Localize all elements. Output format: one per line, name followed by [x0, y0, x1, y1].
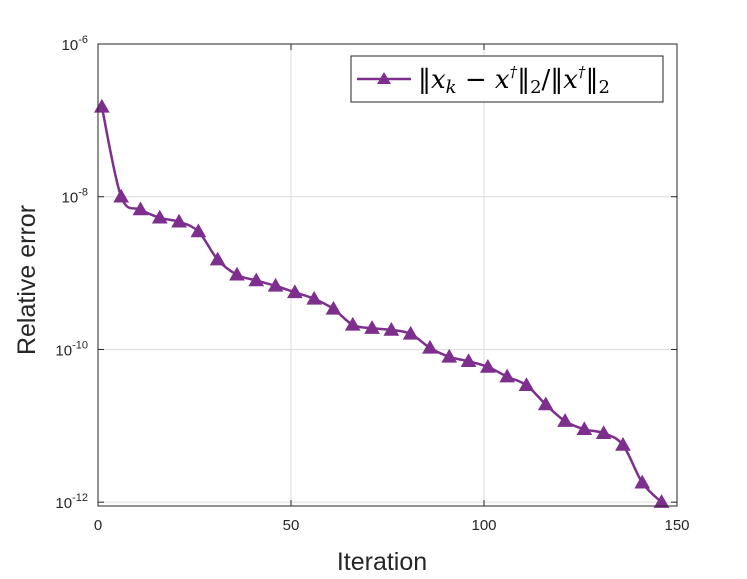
data-point-triangle: [383, 321, 400, 336]
data-point-triangle: [499, 368, 516, 383]
legend-label: ‖xk − x†‖2/‖x†‖2: [418, 63, 610, 98]
data-point-triangle: [248, 272, 265, 287]
y-axis-label: Relative error: [13, 205, 41, 355]
data-point-triangle: [364, 320, 380, 334]
series-layer: [93, 98, 670, 508]
data-point-triangle: [402, 325, 419, 340]
data-point-triangle: [113, 188, 130, 203]
y-tick-label: 10-6: [62, 34, 88, 54]
data-point-triangle: [460, 353, 477, 368]
legend-marker-triangle: [377, 72, 391, 84]
data-point-triangle: [518, 377, 535, 391]
axis-ticks: 0 50 100 150 10-6 10-8 10-10 10-12: [55, 34, 689, 534]
x-axis-label: Iteration: [337, 548, 427, 576]
data-point-triangle: [306, 290, 323, 305]
data-point-triangle: [132, 201, 149, 216]
y-tick-label: 10-10: [55, 339, 88, 359]
legend: ‖xk − x†‖2/‖x†‖2: [350, 55, 664, 103]
data-point-triangle: [344, 316, 361, 331]
data-point-triangle: [576, 421, 593, 436]
data-point-triangle: [325, 300, 342, 315]
data-point-triangle: [229, 266, 245, 281]
data-point-triangle: [653, 494, 670, 508]
data-point-triangle: [557, 413, 573, 427]
data-point-triangle: [151, 209, 168, 224]
x-tick-label: 150: [664, 517, 689, 534]
data-point-triangle: [537, 396, 554, 411]
x-tick-label: 100: [471, 517, 496, 534]
data-point-triangle: [190, 223, 207, 238]
data-point-triangle: [422, 339, 438, 354]
data-point-triangle: [615, 437, 631, 451]
data-point-triangle: [267, 277, 284, 292]
plot-area: [98, 44, 677, 506]
data-point-triangle: [286, 284, 303, 299]
data-point-triangle: [479, 358, 496, 373]
plot-frame: [97, 43, 678, 507]
data-point-triangle: [634, 474, 651, 489]
y-tick-label: 10-8: [62, 187, 88, 207]
x-tick-label: 50: [283, 517, 300, 534]
data-point-triangle: [171, 213, 187, 228]
data-point-triangle: [595, 425, 612, 439]
data-point-triangle: [441, 348, 458, 363]
data-point-triangle: [209, 251, 226, 266]
x-tick-label: 0: [94, 517, 102, 534]
y-tick-label: 10-12: [55, 492, 88, 512]
